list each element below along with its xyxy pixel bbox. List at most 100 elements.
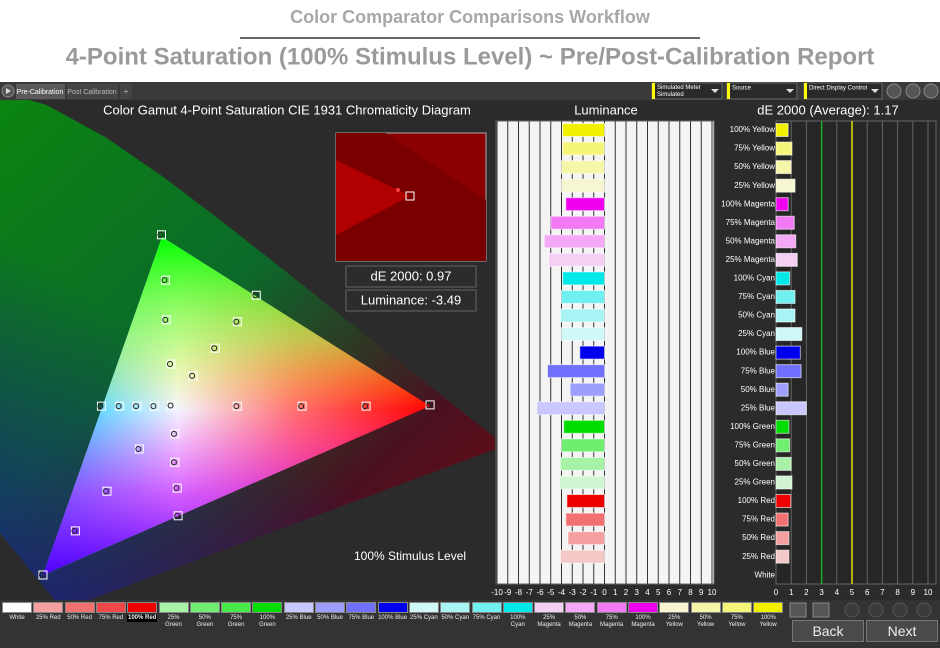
swatch[interactable]: White — [2, 602, 32, 644]
gamut-diagram — [0, 100, 495, 600]
zoom-inset-shade — [336, 160, 410, 235]
swatch[interactable]: 100% Yellow — [753, 602, 784, 644]
x-tick-label: 9 — [911, 588, 916, 597]
y-tick-label: 75% Red — [742, 515, 775, 524]
swatch-label: 25% Yellow — [665, 615, 683, 628]
swatch[interactable]: 25% Cyan — [408, 602, 439, 644]
swatch[interactable]: 75% Yellow — [721, 602, 752, 644]
swatch[interactable]: 25% Yellow — [659, 602, 690, 644]
measured-point — [150, 403, 157, 410]
bar — [775, 475, 793, 490]
play-button[interactable] — [812, 602, 830, 618]
info-box — [345, 289, 477, 312]
measured-point — [211, 345, 218, 352]
swatch[interactable]: 100% Magenta — [628, 602, 658, 644]
swatch[interactable]: 25% Red — [33, 602, 64, 644]
x-tick-label: -6 — [536, 588, 544, 597]
swatch[interactable]: 100% Red — [127, 602, 158, 644]
swatch-label: 75% Green — [227, 615, 245, 628]
x-tick-label: -3 — [569, 588, 577, 597]
de-title: dE 2000 (Average): 1.17 — [757, 102, 898, 117]
swatch[interactable]: 50% Yellow — [690, 602, 721, 644]
x-tick-label: 1 — [613, 588, 618, 597]
swatch[interactable]: 25% Magenta — [534, 602, 565, 644]
swatch[interactable]: 50% Blue — [315, 602, 345, 644]
swatch[interactable]: 25% Blue — [283, 602, 314, 644]
swatch-label: 25% Red — [35, 615, 61, 621]
swatch[interactable]: 50% Magenta — [565, 602, 596, 644]
y-tick-label: 50% Yellow — [734, 162, 775, 171]
help-button[interactable] — [905, 83, 921, 99]
header-bg — [0, 0, 940, 82]
bar — [775, 419, 790, 434]
swatch-color — [596, 602, 627, 613]
y-tick-label: 100% Cyan — [734, 274, 775, 283]
close-button[interactable] — [923, 83, 939, 99]
swatch[interactable]: 75% Red — [95, 602, 126, 644]
measured-point — [233, 403, 240, 410]
swatch-label: 25% Blue — [285, 615, 312, 621]
dropdown-label: Source — [732, 86, 752, 92]
swatch[interactable]: 75% Magenta — [596, 602, 627, 644]
bar — [775, 382, 789, 397]
x-tick-label: 4 — [835, 588, 840, 597]
tab-add[interactable] — [120, 84, 132, 99]
header-subtitle: 4-Point Saturation (100% Stimulus Level)… — [66, 43, 875, 70]
bar — [775, 494, 792, 508]
swatch-label: 50% Yellow — [697, 615, 715, 628]
measured-point — [39, 572, 45, 578]
back-button[interactable]: Back — [792, 620, 864, 642]
swatch-color — [471, 602, 502, 613]
stimulus-label: 100% Stimulus Level — [354, 549, 466, 563]
zoom-target — [405, 191, 415, 201]
swatch[interactable]: 50% Green — [189, 602, 220, 644]
swatch[interactable]: 50% Cyan — [440, 602, 471, 644]
bar — [561, 327, 605, 342]
x-tick-label: 5 — [850, 588, 855, 597]
gamut-title: Color Gamut 4-Point Saturation CIE 1931 … — [103, 102, 471, 117]
settings-button[interactable] — [886, 83, 902, 99]
nav-dot — [916, 602, 932, 618]
measured-point — [189, 372, 196, 379]
tab-label: Pre-Calibration — [17, 89, 64, 96]
measured-point — [170, 430, 177, 437]
info-box — [345, 265, 477, 288]
swatch[interactable]: 50% Red — [64, 602, 95, 644]
measured-point — [170, 459, 177, 466]
swatch[interactable]: 100% Green — [252, 602, 283, 644]
bar — [561, 160, 605, 175]
tab[interactable] — [67, 84, 118, 99]
y-tick-label: 50% Blue — [741, 385, 776, 394]
measured-point — [102, 488, 109, 495]
swatch-color — [659, 602, 690, 613]
next-button[interactable]: Next — [866, 620, 938, 642]
bar — [775, 178, 796, 193]
dropdown-marker — [804, 83, 807, 99]
swatch[interactable]: 25% Green — [158, 602, 189, 644]
x-tick-label: 1 — [789, 588, 794, 597]
swatch-label: White — [9, 615, 25, 621]
swatch[interactable]: 75% Green — [221, 602, 252, 644]
swatch[interactable]: 100% Blue — [377, 602, 408, 644]
dropdown-label: Simulated Meter — [657, 85, 701, 91]
stop-button[interactable] — [789, 602, 807, 618]
swatch[interactable]: 75% Cyan — [471, 602, 502, 644]
y-tick-label: 25% Green — [735, 478, 775, 487]
swatch[interactable]: 75% Blue — [346, 602, 377, 644]
bar — [569, 382, 605, 397]
measured-point — [173, 485, 180, 492]
measured-point — [157, 231, 164, 238]
bar — [775, 512, 789, 527]
bar — [775, 252, 798, 267]
x-tick-label: -5 — [547, 588, 555, 597]
y-tick-label: 75% Cyan — [738, 292, 775, 301]
swatch[interactable]: 100% Cyan — [502, 602, 533, 644]
swatch-color — [690, 602, 721, 613]
gamut-triangle-shade — [43, 237, 430, 575]
bar — [775, 364, 802, 379]
bar — [775, 160, 792, 175]
swatch-label: 75% Yellow — [728, 615, 746, 628]
tab[interactable] — [16, 84, 65, 99]
dropdown-label: Direct Display Control — [809, 86, 867, 92]
